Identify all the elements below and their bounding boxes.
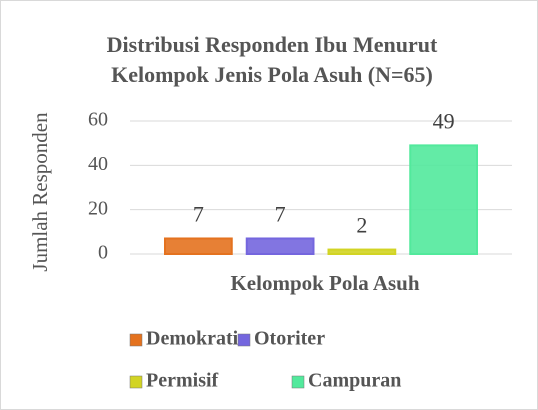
bar	[245, 237, 315, 256]
y-tick-label: 40	[88, 153, 108, 175]
legend-swatch	[291, 375, 305, 389]
x-axis-label: Kelompok Pola Asuh	[230, 271, 419, 295]
legend-swatch	[129, 375, 143, 389]
chart-title: Kelompok Jenis Pola Asuh (N=65)	[111, 62, 433, 87]
y-tick-label: 20	[88, 197, 108, 219]
legend-swatch	[129, 333, 143, 347]
bar	[409, 144, 478, 255]
legend-label: Otoriter	[254, 328, 325, 350]
data-label: 2	[356, 213, 367, 238]
bar	[164, 237, 233, 256]
y-axis-label: Jumlah Responden	[28, 112, 52, 272]
data-label: 49	[433, 108, 455, 133]
legend-label: Demokratis	[146, 328, 246, 350]
data-label: 7	[193, 202, 204, 227]
legend-label: Campuran	[308, 370, 401, 392]
legend-swatch	[237, 333, 251, 347]
bar	[327, 248, 397, 255]
data-label: 7	[275, 202, 286, 227]
chart-title: Distribusi Responden Ibu Menurut	[107, 32, 438, 57]
legend-label: Permisif	[146, 370, 219, 392]
y-tick-label: 60	[88, 109, 108, 131]
y-tick-label: 0	[98, 242, 108, 264]
